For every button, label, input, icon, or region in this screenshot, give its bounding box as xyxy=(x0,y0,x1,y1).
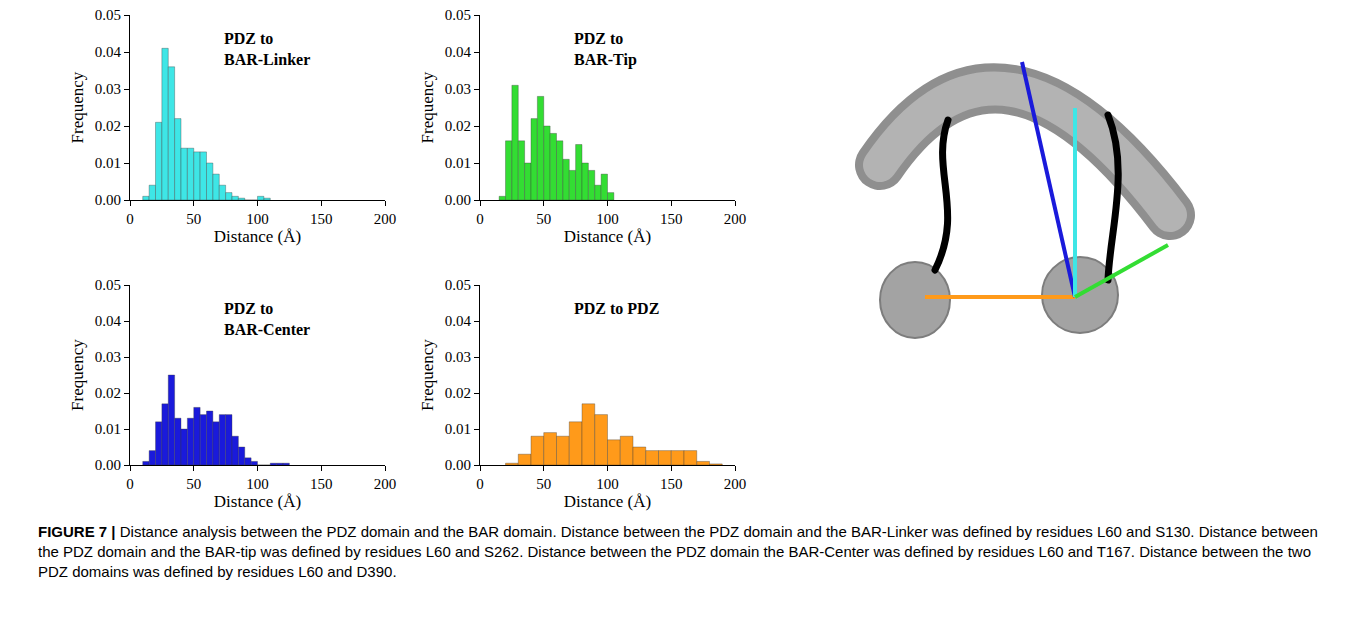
svg-text:0.01: 0.01 xyxy=(445,155,471,171)
svg-text:0.03: 0.03 xyxy=(445,81,471,97)
svg-text:0.03: 0.03 xyxy=(95,349,121,365)
svg-text:0: 0 xyxy=(126,476,134,492)
svg-text:0.05: 0.05 xyxy=(445,7,471,23)
svg-text:0.04: 0.04 xyxy=(445,313,472,329)
svg-text:200: 200 xyxy=(724,476,747,492)
svg-text:100: 100 xyxy=(596,211,619,227)
svg-text:PDZ to PDZ: PDZ to PDZ xyxy=(574,300,659,317)
svg-text:0.05: 0.05 xyxy=(445,277,471,293)
svg-text:PDZ toBAR-Tip: PDZ toBAR-Tip xyxy=(574,30,637,69)
svg-text:50: 50 xyxy=(186,476,201,492)
svg-text:0.05: 0.05 xyxy=(95,7,121,23)
svg-text:0.01: 0.01 xyxy=(95,421,121,437)
svg-text:PDZ toBAR-Center: PDZ toBAR-Center xyxy=(224,300,310,338)
svg-text:0: 0 xyxy=(476,211,484,227)
svg-text:0: 0 xyxy=(126,211,134,227)
svg-text:0.00: 0.00 xyxy=(95,457,121,473)
svg-text:0.05: 0.05 xyxy=(95,277,121,293)
svg-text:Frequency: Frequency xyxy=(68,339,87,411)
svg-text:0.04: 0.04 xyxy=(95,313,122,329)
svg-text:0.00: 0.00 xyxy=(445,192,471,208)
svg-text:0.01: 0.01 xyxy=(95,155,121,171)
svg-text:0.03: 0.03 xyxy=(445,349,471,365)
svg-text:150: 150 xyxy=(660,476,683,492)
svg-text:0.02: 0.02 xyxy=(95,118,121,134)
svg-text:50: 50 xyxy=(186,211,201,227)
svg-text:0.01: 0.01 xyxy=(445,421,471,437)
svg-text:200: 200 xyxy=(374,476,397,492)
svg-text:Distance (Å): Distance (Å) xyxy=(564,227,651,246)
svg-text:Distance (Å): Distance (Å) xyxy=(214,492,301,511)
svg-text:150: 150 xyxy=(310,211,333,227)
svg-text:0.00: 0.00 xyxy=(445,457,471,473)
svg-text:Frequency: Frequency xyxy=(68,71,87,143)
svg-text:150: 150 xyxy=(310,476,333,492)
svg-text:150: 150 xyxy=(660,211,683,227)
svg-text:0: 0 xyxy=(476,476,484,492)
svg-text:0.02: 0.02 xyxy=(95,385,121,401)
svg-text:200: 200 xyxy=(724,211,747,227)
svg-text:100: 100 xyxy=(246,476,269,492)
svg-text:50: 50 xyxy=(536,476,551,492)
html-text:FIGURE 7 | Distance analysis b: FIGURE 7 | Distance analysis between the… xyxy=(38,523,1318,580)
svg-text:50: 50 xyxy=(536,211,551,227)
svg-text:Frequency: Frequency xyxy=(418,339,437,411)
svg-text:100: 100 xyxy=(246,211,269,227)
svg-text:Frequency: Frequency xyxy=(418,71,437,143)
svg-text:0.03: 0.03 xyxy=(95,81,121,97)
svg-text:0.04: 0.04 xyxy=(95,44,122,60)
svg-text:0.00: 0.00 xyxy=(95,192,121,208)
svg-text:0.04: 0.04 xyxy=(445,44,472,60)
svg-text:PDZ toBAR-Linker: PDZ toBAR-Linker xyxy=(224,30,310,68)
svg-text:100: 100 xyxy=(596,476,619,492)
svg-text:200: 200 xyxy=(374,211,397,227)
svg-text:0.02: 0.02 xyxy=(445,385,471,401)
svg-text:Distance (Å): Distance (Å) xyxy=(564,492,651,511)
svg-text:0.02: 0.02 xyxy=(445,118,471,134)
svg-text:Distance (Å): Distance (Å) xyxy=(214,227,301,246)
